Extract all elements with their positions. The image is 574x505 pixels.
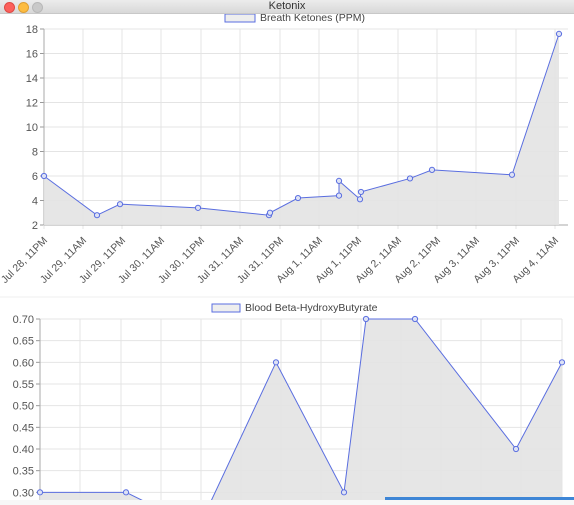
window-title: Ketonix [268,0,306,12]
data-point [558,359,566,366]
y-tick-label: 6 [32,171,38,183]
y-tick-label: 16 [26,49,38,61]
y-tick-label: 0.45 [13,422,34,434]
data-point [428,166,436,173]
data-point [555,30,563,37]
y-tick-label: 14 [26,73,38,85]
y-tick-label: 0.55 [13,379,34,391]
data-point [335,177,343,184]
series-area-breath-ketones [44,33,559,226]
data-point [335,192,343,199]
data-point [508,171,516,178]
y-tick-label: 0.30 [13,487,34,499]
data-point [340,489,348,496]
blood-bhb-chart: 0.250.300.350.400.450.500.550.600.650.70… [13,302,566,505]
data-point [357,188,365,196]
y-tick-label: 0.35 [13,466,34,478]
y-tick-label: 0.65 [13,336,34,348]
data-point [512,445,520,453]
y-tick-label: 0.70 [13,314,34,326]
data-point [122,489,130,496]
y-tick-label: 4 [32,196,38,208]
data-point [40,172,48,180]
legend-label: Breath Ketones (PPM) [260,14,365,24]
data-point [406,175,414,182]
breath-ketones-chart-panel: 2 4 6 8 10 12 14 16 18 Jul 28, 11PM Jul 29, 11AM Ju… [0,12,574,296]
y-tick-label: 12 [26,98,38,110]
data-point [194,204,202,211]
data-point [294,194,302,202]
legend-label: Blood Beta-HydroxyButyrate [245,302,378,314]
y-tick-label: 8 [32,147,38,159]
y-tick-label: 0.60 [13,357,34,369]
y-tick-label: 2 [32,220,38,232]
minimize-window-button[interactable] [18,2,29,13]
data-point [266,209,274,216]
data-point [272,359,280,366]
data-point [356,196,364,203]
y-tick-label: 0.50 [13,401,34,413]
data-point [36,489,44,496]
title-bar: Ketonix [0,0,574,14]
close-window-button[interactable] [4,2,15,13]
data-point [362,315,370,323]
status-strip [385,497,574,500]
data-point [411,315,419,323]
zoom-window-button[interactable] [32,2,43,13]
legend: Breath Ketones (PPM) [224,12,365,24]
y-tick-label: 18 [26,24,38,36]
legend: Blood Beta-HydroxyButyrate [211,302,378,314]
y-tick-label: 0.40 [13,444,34,456]
data-point [93,212,101,219]
y-tick-label: 10 [26,122,38,134]
blood-bhb-chart-panel: 0.250.300.350.400.450.500.550.600.650.70… [0,298,574,505]
legend-swatch [224,13,256,23]
series-area-blood-bhb [40,319,562,505]
legend-swatch [211,303,241,313]
data-point [116,201,124,208]
